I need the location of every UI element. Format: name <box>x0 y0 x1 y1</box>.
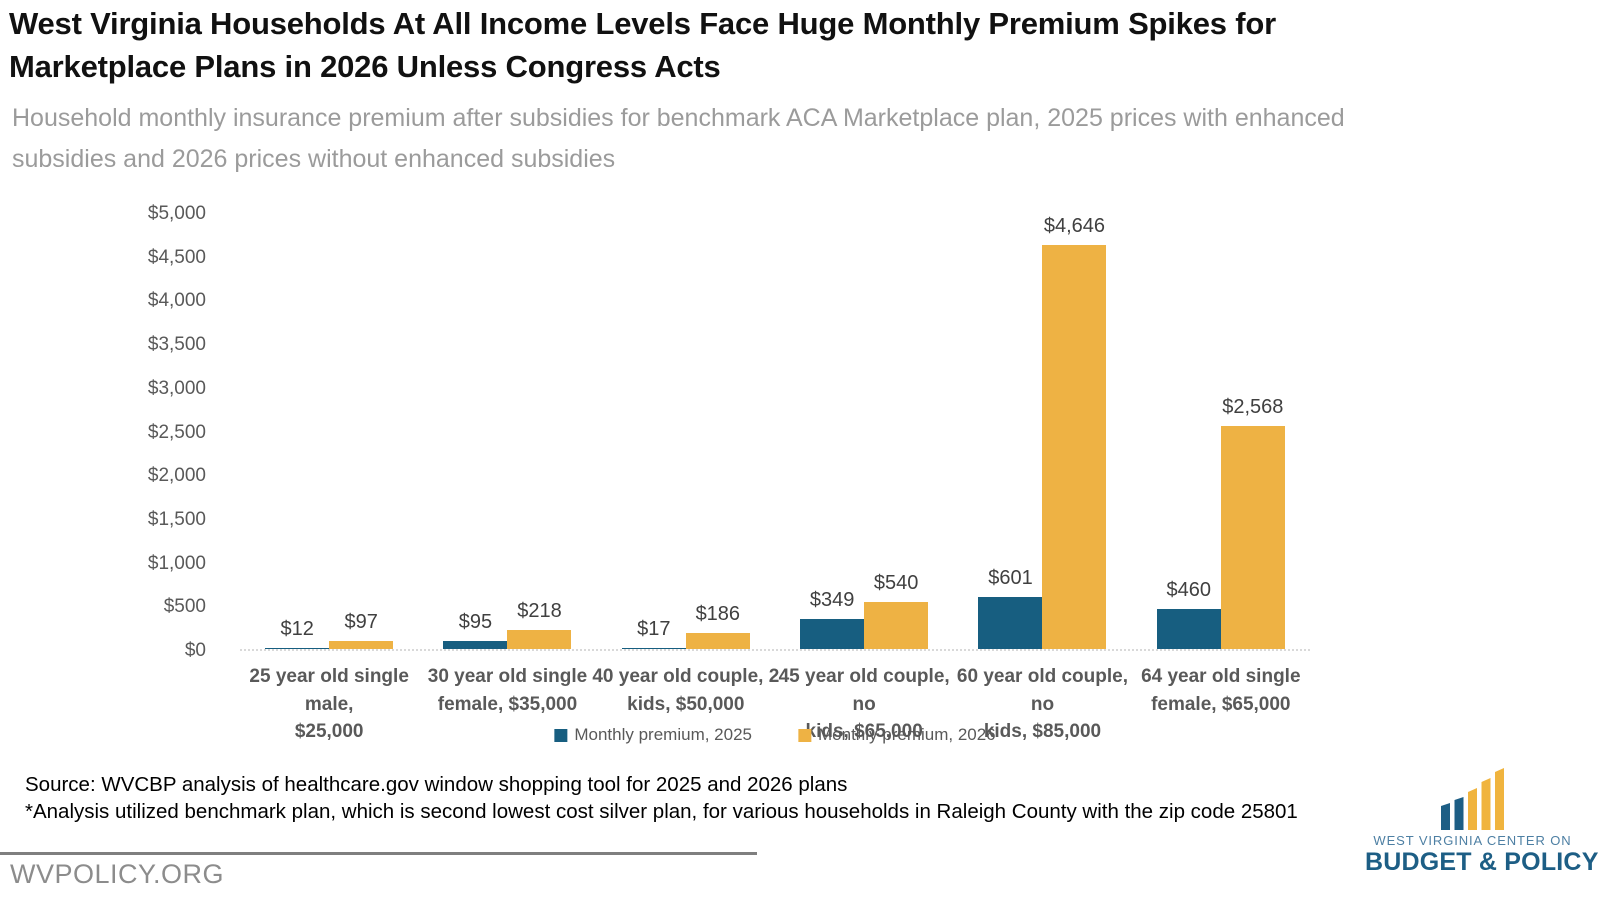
y-tick-label: $5,000 <box>147 203 206 224</box>
y-tick-label: $0 <box>184 640 206 661</box>
source-line: Source: WVCBP analysis of healthcare.gov… <box>25 773 848 796</box>
logo-org-name: WEST VIRGINIA CENTER ON <box>1373 833 1572 848</box>
category-label: 64 year old single female, $65,000 <box>1141 666 1301 715</box>
bar-value-label: $17 <box>637 617 671 640</box>
category-label: 30 year old single female, $35,000 <box>427 666 588 715</box>
y-tick-label: $4,000 <box>147 290 206 312</box>
bar-value-label: $349 <box>809 588 855 611</box>
bar-group: $460 $2,568 64 year old single female, $65… <box>1132 214 1310 715</box>
bar-2026: $97 <box>329 611 394 649</box>
page-subtitle: Household monthly insurance premium afte… <box>12 104 1345 173</box>
legend-item: Monthly premium, 2026 <box>798 725 996 745</box>
website-url: WVPOLICY.ORG <box>10 859 225 889</box>
bar-2025: $17 <box>621 618 686 649</box>
bar-group: $349 $540 45 year old couple, no kids, $65… <box>775 214 953 742</box>
legend-label: Monthly premium, 2025 <box>574 725 752 744</box>
bar-2025: $601 <box>978 567 1043 649</box>
y-tick-label: $2,500 <box>147 421 206 443</box>
footnote-line: *Analysis utilized benchmark plan, which… <box>25 800 1298 824</box>
bar-2026: $186 <box>685 603 750 649</box>
bar-value-label: $2,568 <box>1222 395 1284 418</box>
bar-2025: $460 <box>1156 579 1221 649</box>
bar-2025: $12 <box>265 618 330 649</box>
legend-swatch-icon <box>798 728 811 742</box>
bar-value-label: $601 <box>988 566 1033 589</box>
category-label: 45 year old couple, no kids, $65,000 <box>778 666 950 743</box>
bar-value-label: $95 <box>458 610 493 633</box>
bar-group: $601 $4,646 60 year old couple, no kids, $… <box>953 214 1131 742</box>
rising-bars-logo-icon <box>1440 768 1504 830</box>
y-tick-label: $2,000 <box>147 465 206 487</box>
y-tick-label: $3,500 <box>147 334 206 356</box>
bar-2025: $95 <box>443 611 508 649</box>
plot-area: $12 $97 25 year old single male, $25,000 $9… <box>240 214 1310 743</box>
y-tick-label: $500 <box>163 596 206 618</box>
bar-chart: $0 $500 $1,000 $1,500 $2,000 $2,500 $3,000 $3,5… <box>148 203 1310 744</box>
legend-label: Monthly premium, 2026 <box>818 725 996 744</box>
chart-legend: Monthly premium, 2025 Monthly premium, 20… <box>554 725 996 745</box>
bar-value-label: $540 <box>873 572 919 595</box>
bar-value-label: $218 <box>517 600 562 623</box>
bar-group: $17 $186 40 year old couple, 2 kids, $50,0… <box>592 214 779 715</box>
category-label: 60 year old couple, no kids, $85,000 <box>956 666 1128 743</box>
y-axis: $0 $500 $1,000 $1,500 $2,000 $2,500 $3,000 $3,5… <box>126 203 206 661</box>
footer-divider <box>0 852 757 855</box>
y-tick-label: $4,500 <box>147 246 206 268</box>
category-label: 40 year old couple, 2 kids, $50,000 <box>592 666 780 715</box>
y-tick-label: $1,000 <box>147 552 206 574</box>
y-tick-label: $1,500 <box>147 508 206 530</box>
bar-2025: $349 <box>800 589 865 649</box>
legend-swatch-icon <box>554 728 568 742</box>
bar-value-label: $12 <box>280 617 314 640</box>
source-notes: Source: WVCBP analysis of healthcare.gov… <box>25 771 1298 826</box>
bar-group: $95 $218 30 year old single female, $35,00… <box>418 214 596 715</box>
bar-2026: $218 <box>507 600 572 649</box>
bar-value-label: $97 <box>344 610 378 633</box>
page-title: West Virginia Households At All Income L… <box>9 6 1276 85</box>
bar-2026: $540 <box>864 572 929 649</box>
bar-value-label: $460 <box>1166 578 1212 601</box>
bar-value-label: $186 <box>695 602 741 625</box>
legend-item: Monthly premium, 2025 <box>554 725 752 745</box>
category-label: 25 year old single male, $25,000 <box>249 666 409 743</box>
bar-group: $12 $97 25 year old single male, $25,000 <box>240 214 418 743</box>
org-logo: WEST VIRGINIA CENTER ON BUDGET & POLICY <box>1365 768 1599 877</box>
bar-2026: $2,568 <box>1220 396 1285 649</box>
y-tick-label: $3,000 <box>147 377 206 399</box>
bar-2026: $4,646 <box>1042 215 1107 649</box>
bar-value-label: $4,646 <box>1043 214 1106 237</box>
logo-org-name-bold: BUDGET & POLICY <box>1365 848 1599 876</box>
